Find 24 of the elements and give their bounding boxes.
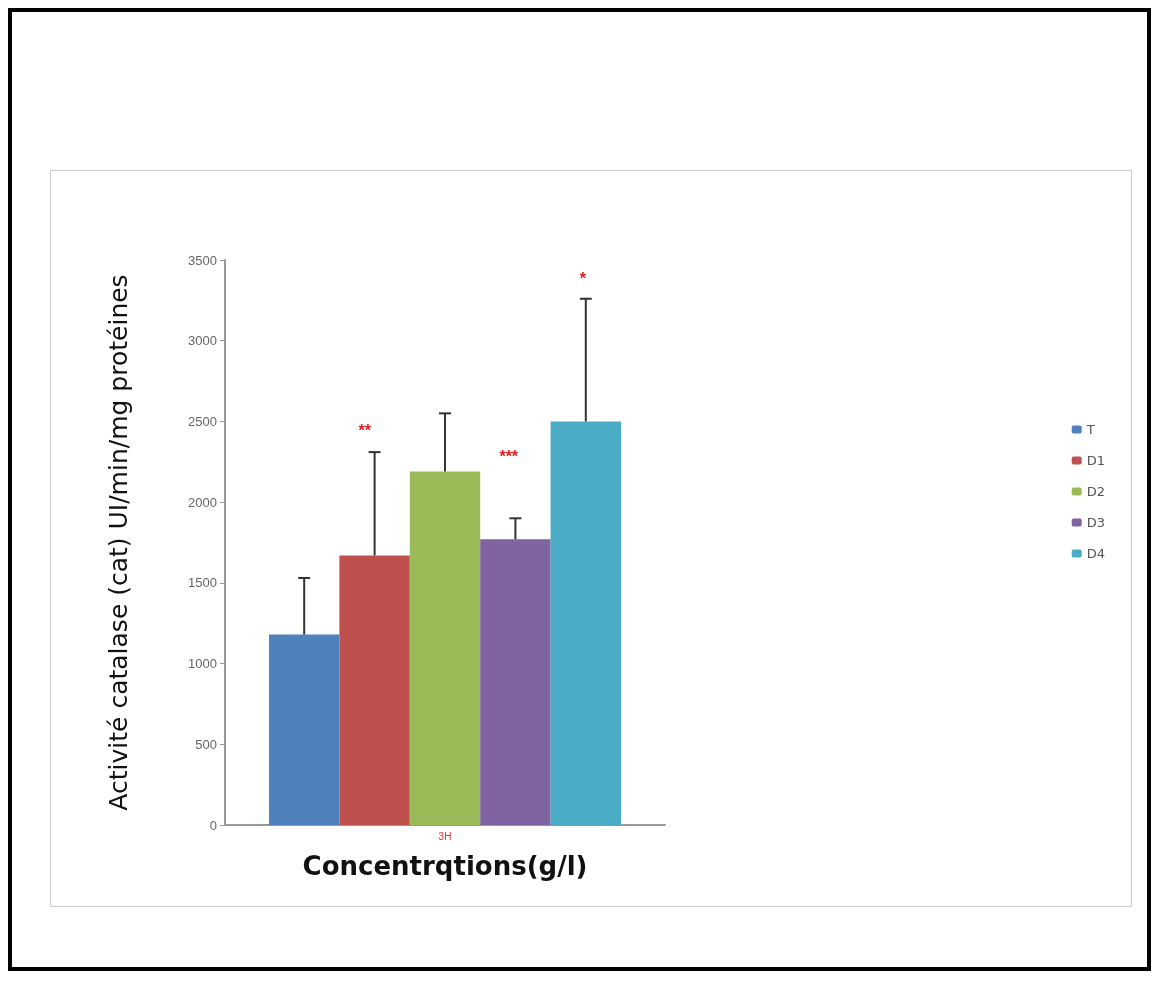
- y-tick-label: 1000: [188, 656, 217, 672]
- legend-label: D4: [1086, 546, 1105, 561]
- y-tick-label: 1500: [188, 575, 217, 591]
- legend-label: T: [1085, 422, 1095, 437]
- legend-label: D2: [1086, 484, 1105, 499]
- annotation: **: [358, 421, 372, 439]
- annotation: ***: [499, 447, 519, 465]
- y-tick-label: 3000: [188, 333, 217, 349]
- bar: [409, 471, 481, 825]
- bar: [550, 421, 621, 825]
- y-axis-title: Activité catalase (cat) UI/min/mg protéines: [103, 274, 133, 811]
- legend-label: D3: [1086, 515, 1105, 530]
- annotation: *: [579, 270, 587, 288]
- bar: [480, 539, 551, 825]
- x-tick-label: 3H: [438, 830, 452, 842]
- bar: [339, 555, 410, 825]
- y-tick-label: 0: [209, 817, 217, 833]
- y-tick-label: 3500: [188, 252, 217, 268]
- y-tick-label: 2500: [188, 413, 217, 429]
- y-tick-label: 500: [195, 736, 217, 752]
- legend-label: D1: [1086, 453, 1105, 468]
- x-axis-title: Concentrqtions(g/l): [302, 851, 588, 881]
- bar: [269, 634, 340, 825]
- y-tick-label: 2000: [188, 494, 217, 510]
